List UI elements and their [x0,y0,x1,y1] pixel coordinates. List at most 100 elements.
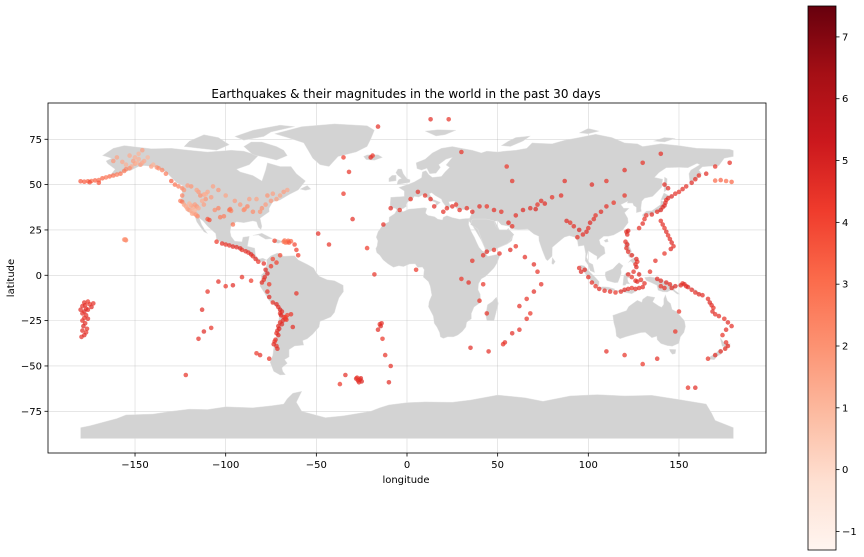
earthquake-point [194,187,199,193]
earthquake-point [711,305,716,311]
earthquake-point [212,207,218,213]
earthquake-point [257,209,263,215]
earthquake-point [388,363,394,369]
x-tick-label: −50 [306,460,327,471]
earthquake-point [457,207,462,213]
earthquake-point [725,320,731,325]
earthquake-point [693,176,698,182]
earthquake-point [685,284,691,290]
earthquake-point [542,201,548,206]
y-tick-label: 75 [29,135,42,146]
earthquake-point [468,345,473,351]
earthquake-point [484,204,490,209]
earthquake-point [227,206,233,212]
colorbar-tick-label: 1 [842,403,848,414]
earthquake-point [381,222,386,227]
land-great-britain [395,168,411,185]
colorbar-tick-label: 3 [842,280,848,291]
earthquake-point [658,283,664,289]
earthquake-point [664,229,669,235]
earthquake-point [268,198,274,204]
earthquake-point [294,247,299,253]
earthquake-point [288,312,294,317]
earthquake-point [85,307,91,313]
earthquake-point [270,300,276,305]
earthquake-point [611,200,616,205]
earthquake-point [673,191,678,196]
earthquake-point [199,198,205,204]
earthquake-point [491,207,497,213]
earthquake-point [446,117,452,122]
earthquake-point [538,282,544,287]
earthquake-point [517,303,522,309]
land-severnaya-zemlya [578,128,600,135]
earthquake-point [176,184,181,189]
earthquake-point [477,204,482,209]
earthquake-point [729,323,734,329]
earthquake-point [654,356,660,362]
earthquake-point [642,281,647,286]
earthquake-point [591,216,597,222]
earthquake-point [533,206,538,212]
earthquake-point [649,212,655,217]
earthquake-point [292,242,297,247]
earthquake-point [210,184,216,189]
earthquake-point [658,278,664,284]
earthquake-point [631,269,636,275]
earthquake-point [506,220,511,225]
earthquake-point [343,372,348,378]
earthquake-point [350,216,355,222]
earthquake-point [285,312,290,318]
land-africa [375,207,500,339]
earthquake-point [625,286,631,292]
land-sri-lanka [551,256,556,265]
earthquake-point [528,311,533,316]
earthquake-point [205,289,210,294]
earthquake-point [486,349,491,354]
earthquake-point [669,240,674,245]
colorbar-tick-label: 5 [842,156,848,167]
earthquake-point [647,269,653,275]
earthquake-point [85,316,91,322]
earthquake-point [183,372,189,378]
earthquake-point [658,151,664,157]
earthquake-point [535,202,540,207]
earthquake-point [625,228,631,234]
earthquake-point [576,265,582,271]
earthquake-point [290,324,296,330]
earthquake-point [89,304,94,310]
colorbar-gradient [807,5,837,551]
earthquake-point [484,249,490,254]
earthquake-point [658,218,664,224]
earthquake-point [286,240,292,245]
earthquake-point [341,155,346,160]
earthquake-point [673,329,678,334]
earthquake-point [172,182,178,187]
earthquake-point [466,280,471,285]
earthquake-point [216,279,221,284]
earthquake-point [596,286,602,292]
earthquake-point [266,356,272,362]
earthquake-point [187,201,192,206]
earthquake-point [415,189,421,195]
x-axis-ticks: −150 −100 −50 0 50 100 150 [121,453,689,471]
x-axis-label: longitude [382,475,429,486]
earthquake-point [337,381,343,387]
earthquake-point [480,282,486,287]
earthquake-point [629,274,635,280]
land-newfoundland [299,185,312,191]
earthquake-point [132,155,138,160]
earthquake-point [531,289,537,294]
earthquake-point [676,189,682,195]
earthquake-point [528,205,533,211]
earthquake-point [100,176,105,181]
x-tick-label: 50 [491,460,504,471]
earthquake-point [250,209,256,215]
earthquake-point [145,155,150,160]
earthquake-point [237,202,243,207]
earthquake-point [156,166,161,171]
earthquake-point [636,225,642,231]
land-antarctica [80,391,734,439]
earthquake-point [607,289,613,294]
earthquake-point [422,193,428,198]
